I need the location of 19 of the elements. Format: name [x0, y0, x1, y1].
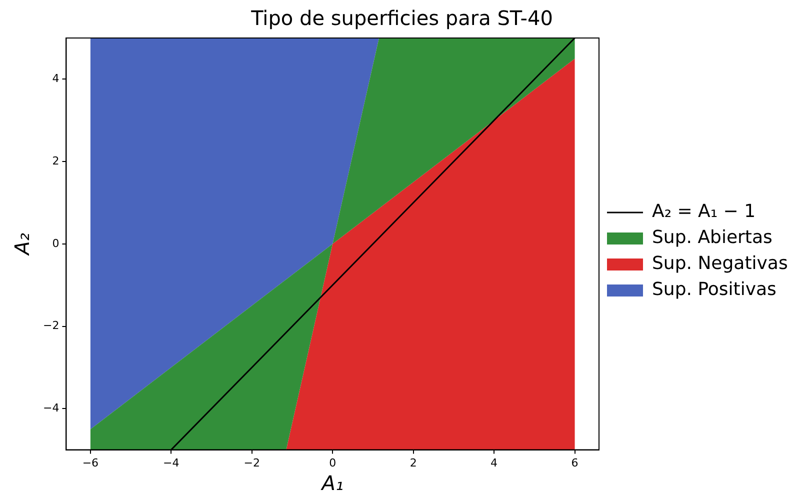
x-tick-label: 0	[329, 456, 336, 470]
x-tick-label: −2	[244, 456, 260, 470]
y-tick-label: 4	[52, 72, 60, 86]
legend-label: Sup. Abiertas	[652, 227, 772, 248]
x-tick-label: −4	[163, 456, 180, 470]
y-tick-label: −4	[42, 401, 60, 414]
y-tick-label: 0	[52, 236, 60, 250]
x-axis-title: A₁	[320, 471, 344, 496]
x-tick-label: 6	[571, 456, 578, 470]
legend-label: Sup. Negativas	[652, 253, 788, 274]
y-axis-title: A₂	[10, 233, 34, 257]
x-tick-label: −6	[82, 456, 99, 470]
x-tick-label: 4	[490, 456, 498, 470]
chart-title: Tipo de superficies para ST-40	[250, 6, 553, 30]
legend-label: A₂ = A₁ − 1	[652, 201, 756, 222]
y-tick-label: −2	[42, 319, 60, 332]
x-tick-label: 2	[410, 456, 417, 470]
y-tick-label: 2	[52, 154, 60, 168]
legend-label: Sup. Positivas	[652, 279, 776, 300]
